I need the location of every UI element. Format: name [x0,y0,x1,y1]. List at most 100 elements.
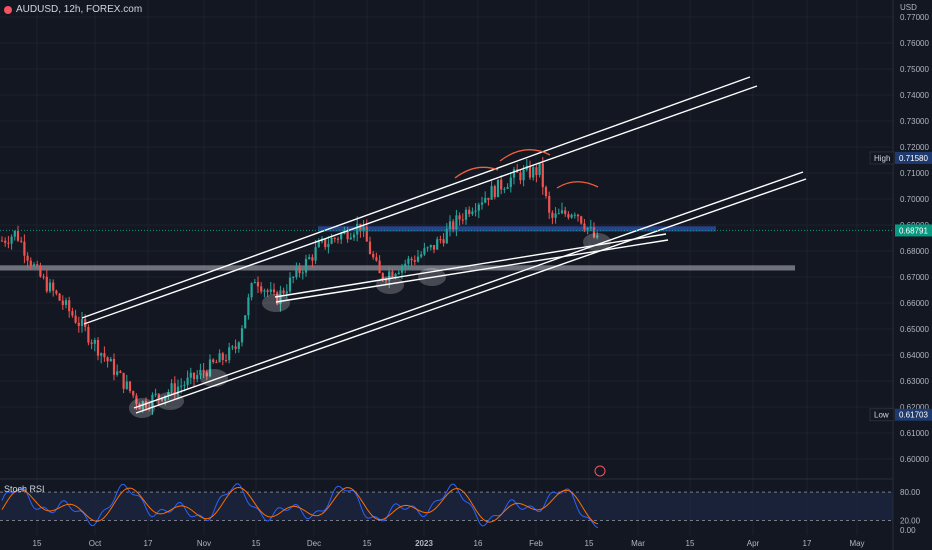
candle-body [500,179,503,190]
candle-body [493,186,496,198]
candle-body [535,167,538,176]
candle-body [567,213,570,218]
rsi-tick-label: 0.00 [900,526,916,535]
candlestick-series [0,156,599,416]
candle-body [234,346,237,349]
candle-body [519,172,522,181]
time-axis: 15 Oct 17 Nov 15 Dec 15 2023 16 Feb 15 Mar 15 Apr 17 Ma… [33,539,865,548]
candle-body [112,358,116,375]
low-tag-value: 0.61703 [899,411,928,420]
candle-body [426,247,429,249]
candle-body [544,187,548,196]
candle-body [420,254,423,257]
candle-body [103,353,106,358]
candle-body [532,167,535,178]
rsi-tick-label: 20.00 [900,517,921,526]
candle-body [298,267,301,274]
candle-body [330,237,333,244]
price-tick-label: 0.68000 [900,247,929,256]
candle-body [336,238,340,240]
candle-body [157,393,160,398]
candle-body [68,300,71,312]
channel-lower-line [135,178,807,414]
candle-body [551,212,554,218]
candle-body [228,347,231,361]
candle-body [359,223,362,232]
price-tick-label: 0.77000 [900,13,929,22]
candle-body [557,213,560,215]
candle-body [23,241,26,256]
candle-body [349,237,352,240]
candle-body [583,223,586,230]
candle-body [205,372,208,377]
time-tick-label: 15 [686,539,695,548]
candle-body [160,397,164,401]
candle-body [365,226,368,242]
high-tag-label: High [874,154,890,163]
candle-body [413,260,416,262]
time-tick-label: May [849,539,864,548]
candle-body [480,202,484,205]
candle-body [484,197,487,203]
candle-body [580,216,583,224]
touch-point-marker [129,398,155,418]
candle-body [4,240,7,243]
candle-body [448,221,452,230]
candle-body [352,234,356,238]
low-tag-label-box [869,408,895,422]
candle-body [199,369,202,376]
touch-point-marker [156,392,184,410]
candle-body [132,391,135,396]
candle-body [240,328,244,343]
candle-body [186,377,189,385]
candle-body [461,219,464,221]
candle-body [266,290,269,292]
candle-body [509,177,512,188]
touch-point-marker [200,369,228,387]
candle-body [90,342,93,344]
symbol-label[interactable]: AUDUSD, 12h, FOREX.com [16,4,143,15]
candle-body [260,286,263,292]
candle-body [589,227,592,229]
time-tick-label: 2023 [415,539,433,548]
candle-body [212,359,215,363]
candle-body [221,353,224,360]
candle-body [394,273,397,277]
candle-body [314,247,317,261]
candle-body [564,210,567,214]
candle-body [231,346,234,348]
time-tick-label: 15 [252,539,261,548]
candle-body [458,215,461,220]
time-tick-label: Nov [197,539,211,548]
candle-body [183,384,186,386]
price-zones [0,226,795,271]
candle-body [106,357,109,362]
candle-body [432,245,436,250]
price-tick-label: 0.63000 [900,377,929,386]
candle-body [272,289,276,293]
candle-body [570,214,573,218]
candle-body [304,258,308,273]
candle-body [224,359,228,361]
candle-body [464,209,468,220]
right-shoulder-arc [556,181,599,189]
support-zone [0,265,795,271]
candle-body [388,271,391,281]
indicator-label[interactable]: Stoch RSI [4,484,45,494]
time-tick-label: Apr [747,539,760,548]
candle-body [170,383,173,393]
price-tick-label: 0.64000 [900,351,929,360]
candle-body [0,240,4,242]
price-tick-label: 0.70000 [900,195,929,204]
candle-body [58,293,61,301]
candle-body [375,257,378,261]
candle-body [442,239,445,244]
axis-currency: USD [900,3,917,12]
candle-body [452,221,455,230]
candle-body [381,273,384,280]
left-shoulder-arc [454,166,499,179]
candle-body [560,210,564,214]
candle-body [119,371,122,373]
candle-body [208,359,212,377]
